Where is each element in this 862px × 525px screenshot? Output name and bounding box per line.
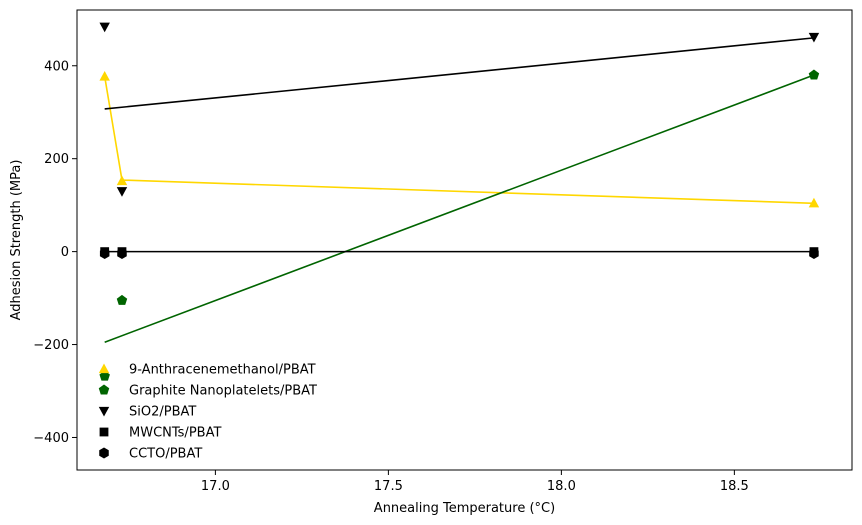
y-tick-label: 400	[44, 59, 69, 74]
legend: 9-Anthracenemethanol/PBAT Graphite Nanopl…	[98, 363, 317, 462]
legend-label-1: Graphite Nanoplatelets/PBAT	[129, 384, 317, 399]
y-tick-label: −400	[33, 431, 69, 446]
data-point-series-2-2	[808, 32, 820, 43]
legend-marker-0	[98, 363, 110, 374]
data-point-series-4-0	[99, 247, 110, 259]
data-point-series-1-1	[116, 294, 128, 305]
data-point-series-2-1	[116, 187, 128, 197]
x-tick-label: 18.0	[547, 479, 576, 494]
x-tick-label: 17.0	[201, 479, 230, 494]
legend-marker-1	[98, 384, 110, 395]
legend-marker-2	[98, 406, 110, 417]
y-tick-label: 200	[44, 152, 69, 167]
x-tick-label: 18.5	[720, 479, 749, 494]
data-point-series-4-1	[117, 247, 127, 259]
fit-line-series-2	[104, 37, 815, 110]
y-tick-label: −200	[33, 338, 69, 353]
axes: 17.0 17.5 18.0 18.5 −400 −200 0 200 400	[33, 9, 853, 494]
axes-frame	[76, 9, 853, 471]
data-point-series-2-0	[99, 22, 110, 33]
y-tick-label: 0	[61, 245, 69, 260]
legend-label-4: CCTO/PBAT	[129, 447, 202, 462]
x-axis-label: Annealing Temperature (°C)	[374, 501, 555, 516]
data-point-series-1-0	[99, 370, 110, 381]
plot-area	[99, 22, 820, 381]
fit-line-series-1	[104, 74, 815, 343]
legend-marker-4	[99, 447, 109, 459]
data-point-series-0-1	[116, 175, 128, 186]
data-point-series-1-2	[808, 69, 820, 80]
legend-marker-3	[99, 427, 109, 437]
legend-label-2: SiO2/PBAT	[129, 405, 196, 420]
data-point-series-4-2	[809, 247, 819, 259]
legend-label-3: MWCNTs/PBAT	[129, 426, 221, 441]
x-tick-label: 17.5	[374, 479, 403, 494]
fit-line-series-0	[103, 76, 814, 205]
data-point-series-0-0	[99, 70, 110, 81]
data-point-series-0-2	[808, 197, 820, 208]
y-axis-label: Adhesion Strength (MPa)	[9, 160, 24, 321]
legend-label-0: 9-Anthracenemethanol/PBAT	[129, 363, 316, 378]
